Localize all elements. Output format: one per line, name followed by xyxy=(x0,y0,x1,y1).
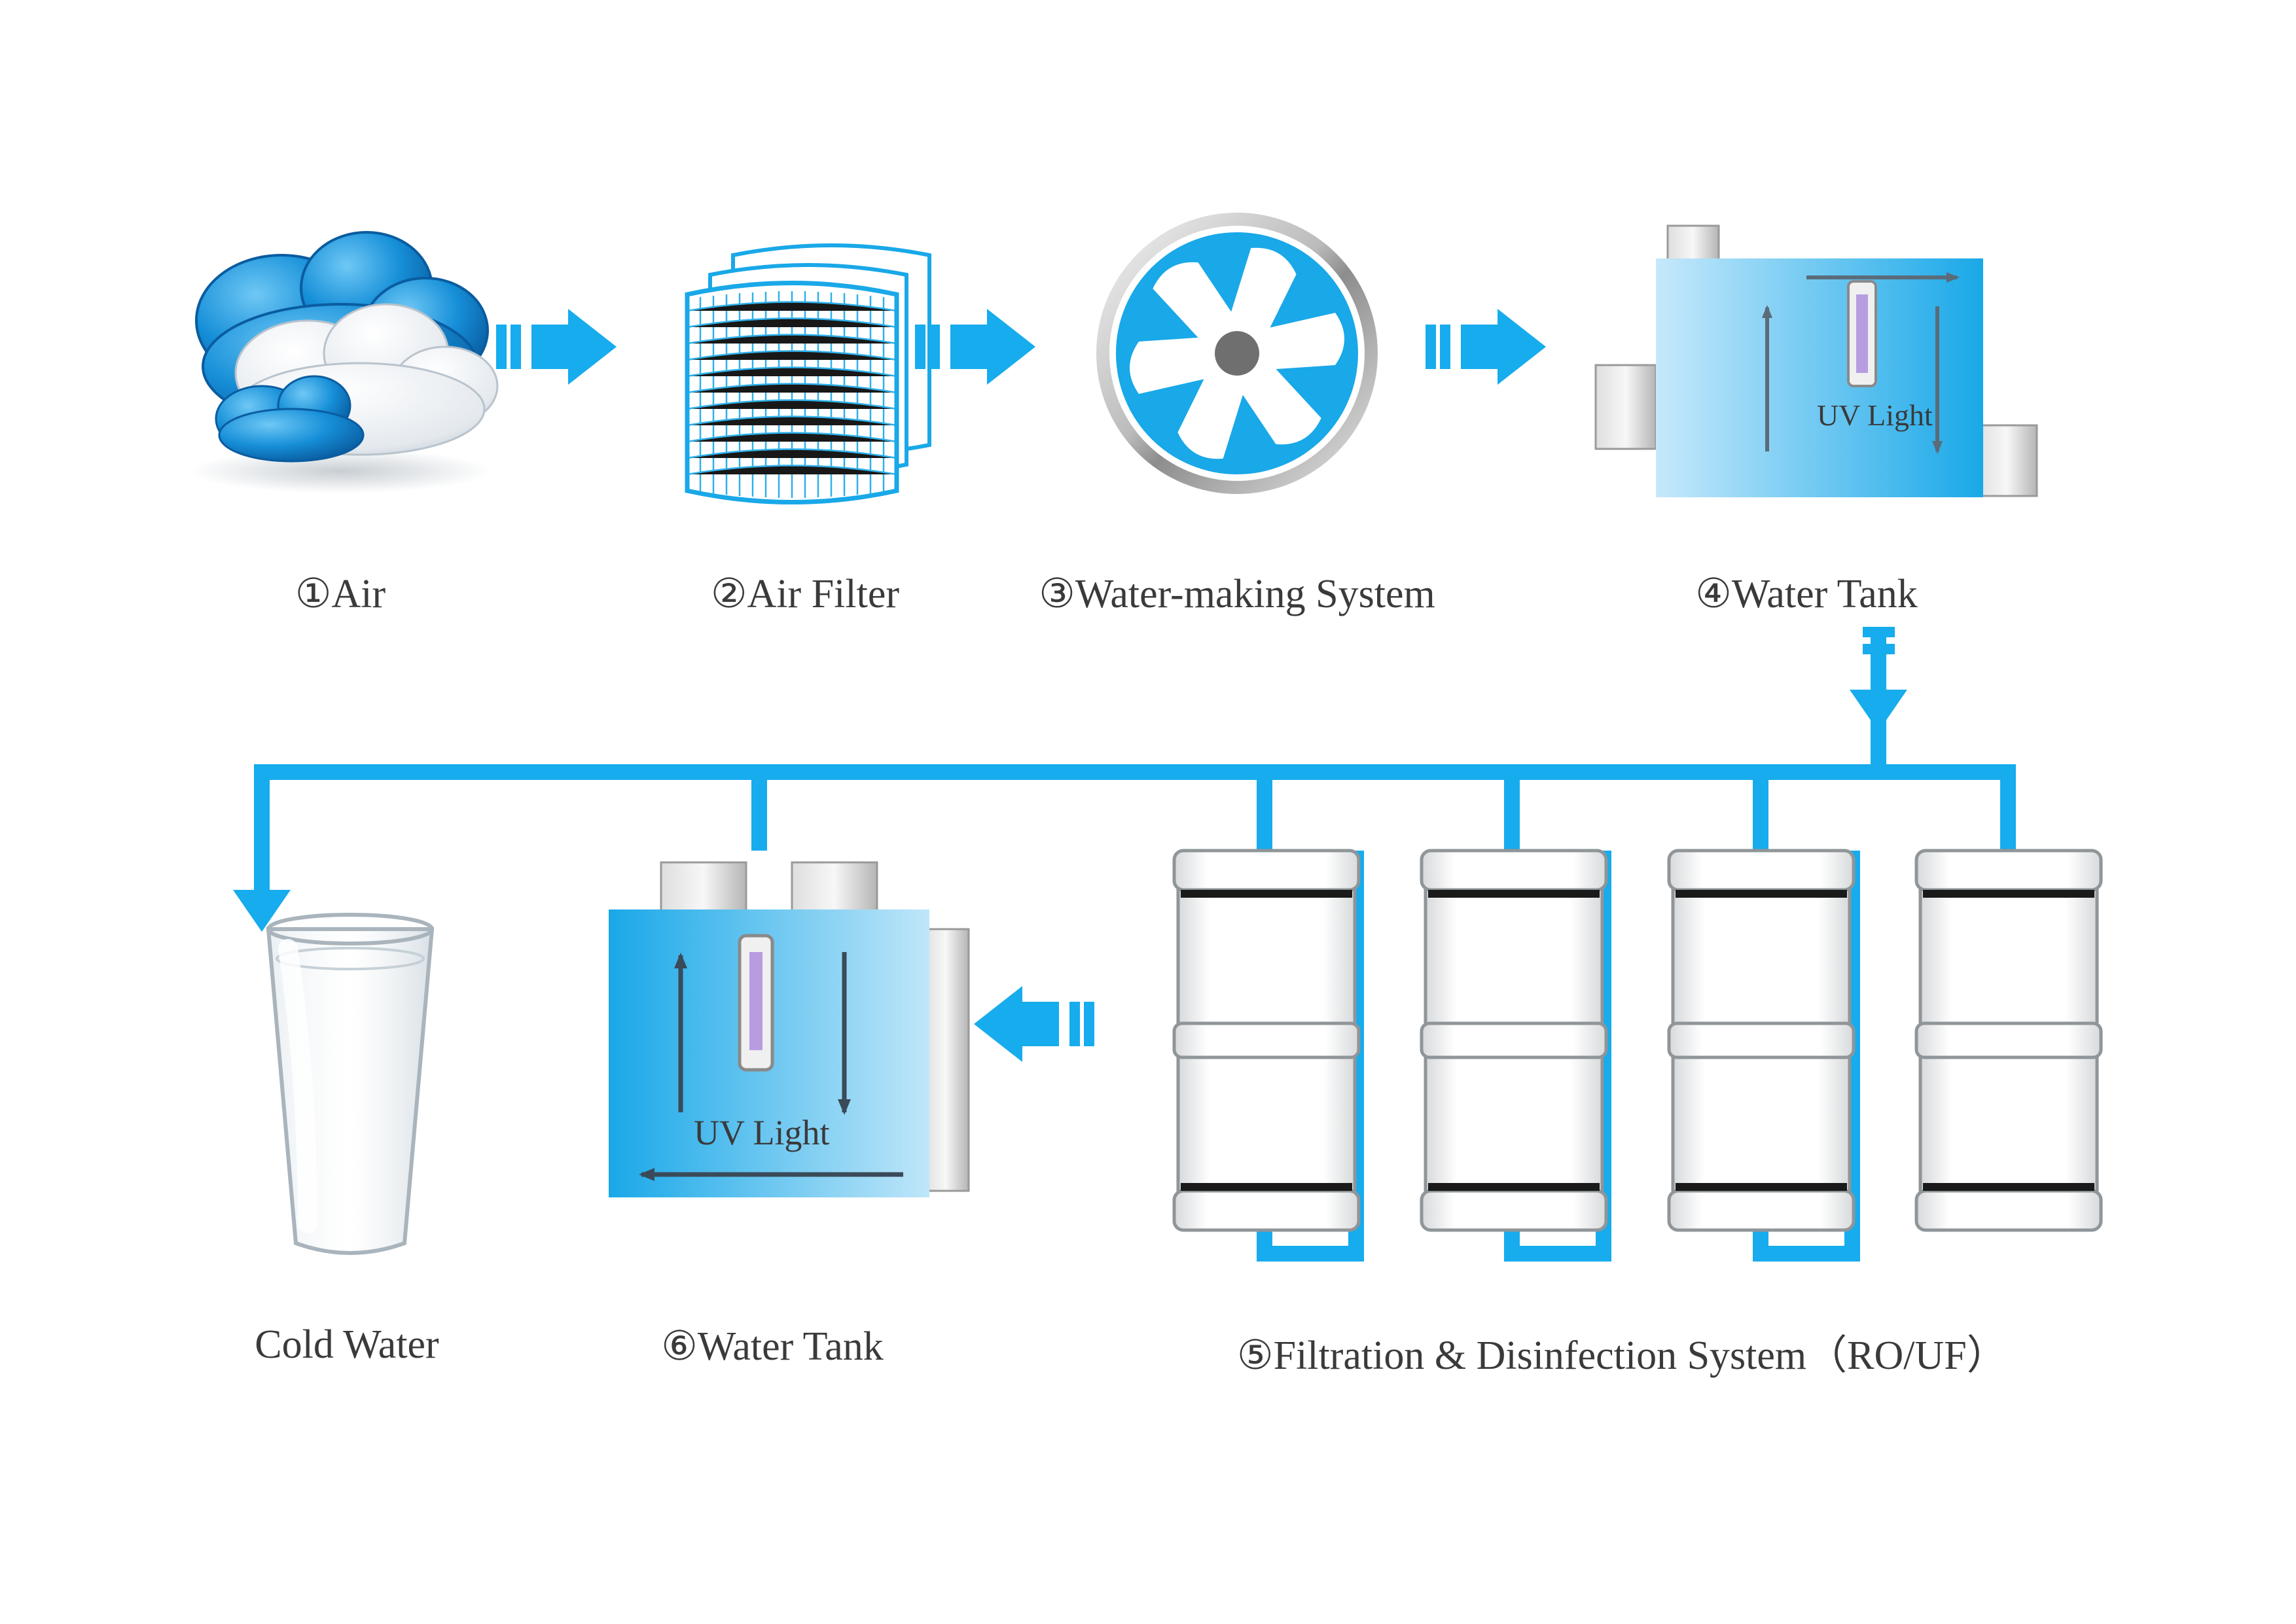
step-label-tank1: ④Water Tank xyxy=(1479,569,2134,618)
step-label-coldwater: Cold Water xyxy=(20,1322,674,1368)
flow-arrows xyxy=(0,0,2296,1624)
diagram-stage: UV Light xyxy=(0,0,2296,1624)
step-label-filtration: ⑤Filtration & Disinfection System（RO/UF） xyxy=(1237,1322,1892,1381)
step-label-watermake: ③Water-making System xyxy=(910,569,1564,618)
